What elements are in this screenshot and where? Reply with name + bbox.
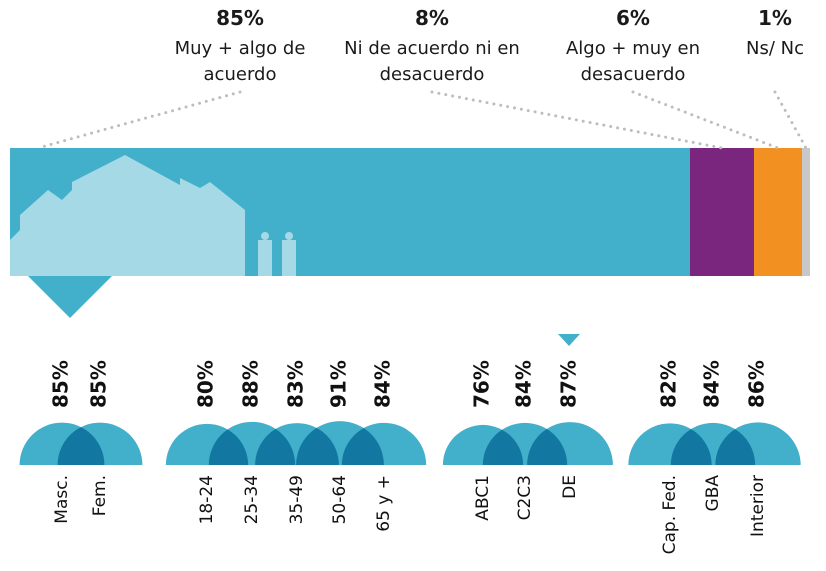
leader-line — [38, 92, 240, 148]
category-label: 50-64 — [330, 475, 350, 524]
category-label: Muy + algo de acuerdo — [170, 36, 310, 88]
value-label: 84% — [512, 360, 536, 408]
value-label: 80% — [194, 360, 218, 408]
value-label: 85% — [170, 6, 310, 30]
category-label: Algo + muy en desacuerdo — [558, 36, 708, 88]
value-label: 91% — [327, 360, 351, 408]
category-label: C2C3 — [515, 475, 535, 520]
category-label: Masc. — [52, 475, 72, 524]
category-label: 18-24 — [197, 475, 217, 524]
category-label: Interior — [748, 475, 768, 537]
value-label: 82% — [657, 360, 681, 408]
category-label: Ns/ Nc — [730, 36, 820, 62]
value-label: 84% — [700, 360, 724, 408]
highlight-triangle — [558, 334, 580, 346]
value-label: 76% — [470, 360, 494, 408]
value-label: 6% — [558, 6, 708, 30]
category-label: 25-34 — [242, 475, 262, 524]
category-label: Fem. — [90, 475, 110, 516]
value-label: 84% — [371, 360, 395, 408]
bar-segment — [690, 148, 754, 276]
category-label: Cap. Fed. — [660, 475, 680, 554]
leader-line — [432, 92, 722, 148]
category-label: Ni de acuerdo ni en desacuerdo — [342, 36, 522, 88]
leader-line — [775, 92, 806, 148]
infographic: 85% Masc. 85% Fem. 80% 18-24 88% 25-34 83% 35-49 9… — [0, 0, 826, 571]
person-icon — [282, 240, 296, 276]
breakdown — [20, 421, 801, 465]
person-head — [261, 232, 269, 240]
category-label: ABC1 — [473, 475, 493, 521]
leader-line — [633, 92, 778, 148]
category-label: 65 y + — [374, 475, 394, 532]
bar-segment — [802, 148, 810, 276]
category-label: GBA — [703, 475, 723, 512]
value-label: 85% — [87, 360, 111, 408]
bar-segment — [754, 148, 802, 276]
person-icon — [258, 240, 272, 276]
value-label: 1% — [730, 6, 820, 30]
value-label: 85% — [49, 360, 73, 408]
category-label: 35-49 — [287, 475, 307, 524]
pointer-triangle — [28, 276, 112, 318]
value-label: 86% — [745, 360, 769, 408]
value-label: 87% — [557, 360, 581, 408]
category-label: DE — [560, 475, 580, 499]
value-label: 8% — [342, 6, 522, 30]
value-label: 88% — [239, 360, 263, 408]
person-head — [285, 232, 293, 240]
value-label: 83% — [284, 360, 308, 408]
